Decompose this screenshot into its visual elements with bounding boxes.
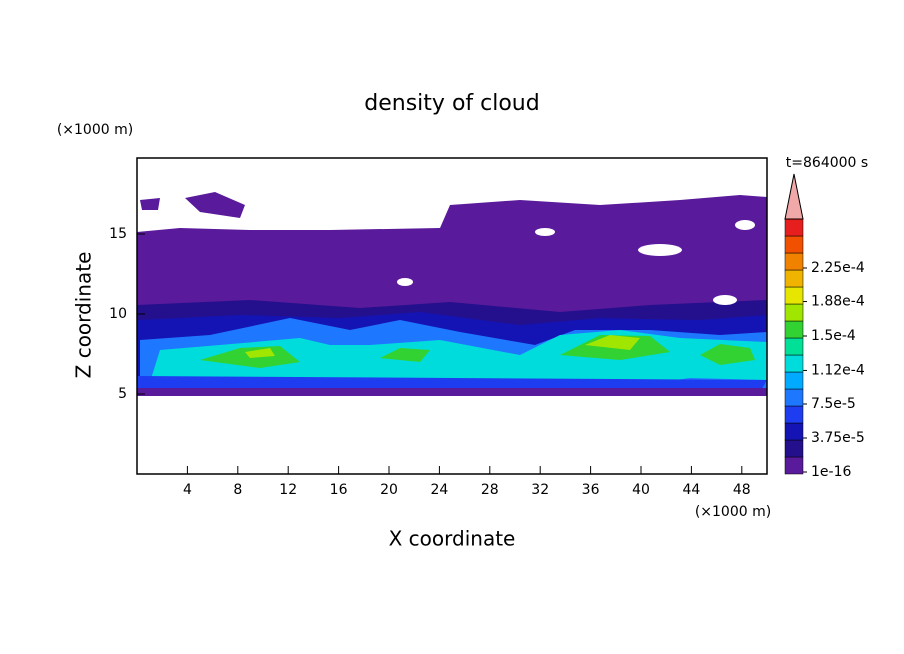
- y-unit: (×1000 m): [57, 122, 133, 138]
- colorbar-band: [784, 286, 804, 305]
- x-tick-label: 32: [531, 482, 549, 498]
- colorbar-band: [784, 320, 804, 339]
- annotation: t=864000 s: [786, 155, 868, 171]
- colorbar-band: [784, 439, 804, 458]
- colorbar-band: [784, 456, 804, 475]
- colorbar-tick-label: 1.12e-4: [811, 362, 865, 378]
- colorbar-band: [784, 303, 804, 322]
- colorbar-band: [784, 218, 804, 237]
- x-tick-label: 8: [233, 482, 242, 498]
- contour-fill: [140, 192, 245, 218]
- colorbar-band: [784, 422, 804, 441]
- plot-frame: [136, 157, 768, 475]
- contour-hole: [735, 220, 755, 230]
- y-axis-label: Z coordinate: [72, 252, 96, 379]
- contour-field: [137, 192, 767, 396]
- colorbar-band: [784, 269, 804, 288]
- colorbar-band: [784, 388, 804, 407]
- colorbar-tick-label: 7.5e-5: [811, 396, 856, 412]
- contour-hole: [397, 278, 413, 286]
- colorbar-tick-label: 2.25e-4: [811, 260, 865, 276]
- y-tick-label: 5: [118, 386, 127, 402]
- colorbar-band: [784, 354, 804, 373]
- x-unit: (×1000 m): [695, 504, 771, 520]
- x-tick-label: 16: [330, 482, 348, 498]
- y-tick-label: 10: [109, 306, 127, 322]
- x-tick-label: 48: [733, 482, 751, 498]
- contour-hole: [638, 244, 682, 256]
- colorbar-tick-label: 3.75e-5: [811, 430, 865, 446]
- colorbar-band: [784, 371, 804, 390]
- colorbar-tick-label: 1.5e-4: [811, 328, 856, 344]
- contour-fill: [137, 388, 767, 396]
- x-tick-label: 4: [183, 482, 192, 498]
- contour-hole: [713, 295, 737, 305]
- x-tick-label: 20: [380, 482, 398, 498]
- colorbar-extend: [784, 173, 804, 220]
- x-tick-label: 12: [279, 482, 297, 498]
- x-tick-label: 24: [430, 482, 448, 498]
- colorbar-band: [784, 337, 804, 356]
- colorbar-band: [784, 405, 804, 424]
- colorbar-tick-label: 1.88e-4: [811, 294, 865, 310]
- x-tick-label: 44: [682, 482, 700, 498]
- colorbar-band: [784, 252, 804, 271]
- x-tick-label: 36: [582, 482, 600, 498]
- chart-title: density of cloud: [364, 91, 539, 116]
- x-tick-label: 40: [632, 482, 650, 498]
- y-tick-label: 15: [109, 226, 127, 242]
- contour-hole: [535, 228, 555, 236]
- colorbar-band: [784, 235, 804, 254]
- x-axis-label: X coordinate: [389, 527, 516, 551]
- x-tick-label: 28: [481, 482, 499, 498]
- colorbar-tick-label: 1e-16: [811, 464, 851, 480]
